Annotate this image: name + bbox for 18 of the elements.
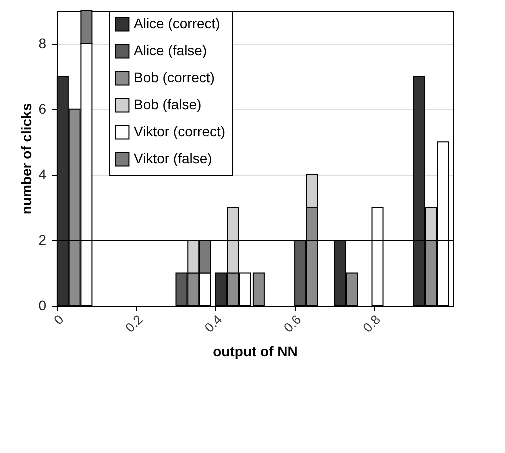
x-axis-title: output of NN [213,343,298,360]
x-tick-label: 0 [50,312,67,328]
y-tick-label: 6 [38,100,47,117]
y-axis-title: number of clicks [18,103,35,215]
x-tick-label: 0.4 [202,312,226,336]
y-tick-label: 4 [38,166,47,182]
y-tick-label: 8 [38,35,47,52]
legend-label: Bob (false) [134,96,202,112]
x-tick-label: 0.2 [122,312,146,336]
x-tick-label: 0.6 [280,312,304,336]
y-tick-label: 0 [38,298,47,314]
legend-label: Bob (correct) [134,70,215,86]
y-tick-label: 2 [38,232,47,248]
legend-label: Alice (correct) [134,16,220,32]
legend-label: Alice (false) [134,42,208,58]
legend-label: Viktor (false) [134,150,212,166]
legend-label: Viktor (correct) [134,124,226,140]
x-tick-label: 0.8 [360,312,384,336]
